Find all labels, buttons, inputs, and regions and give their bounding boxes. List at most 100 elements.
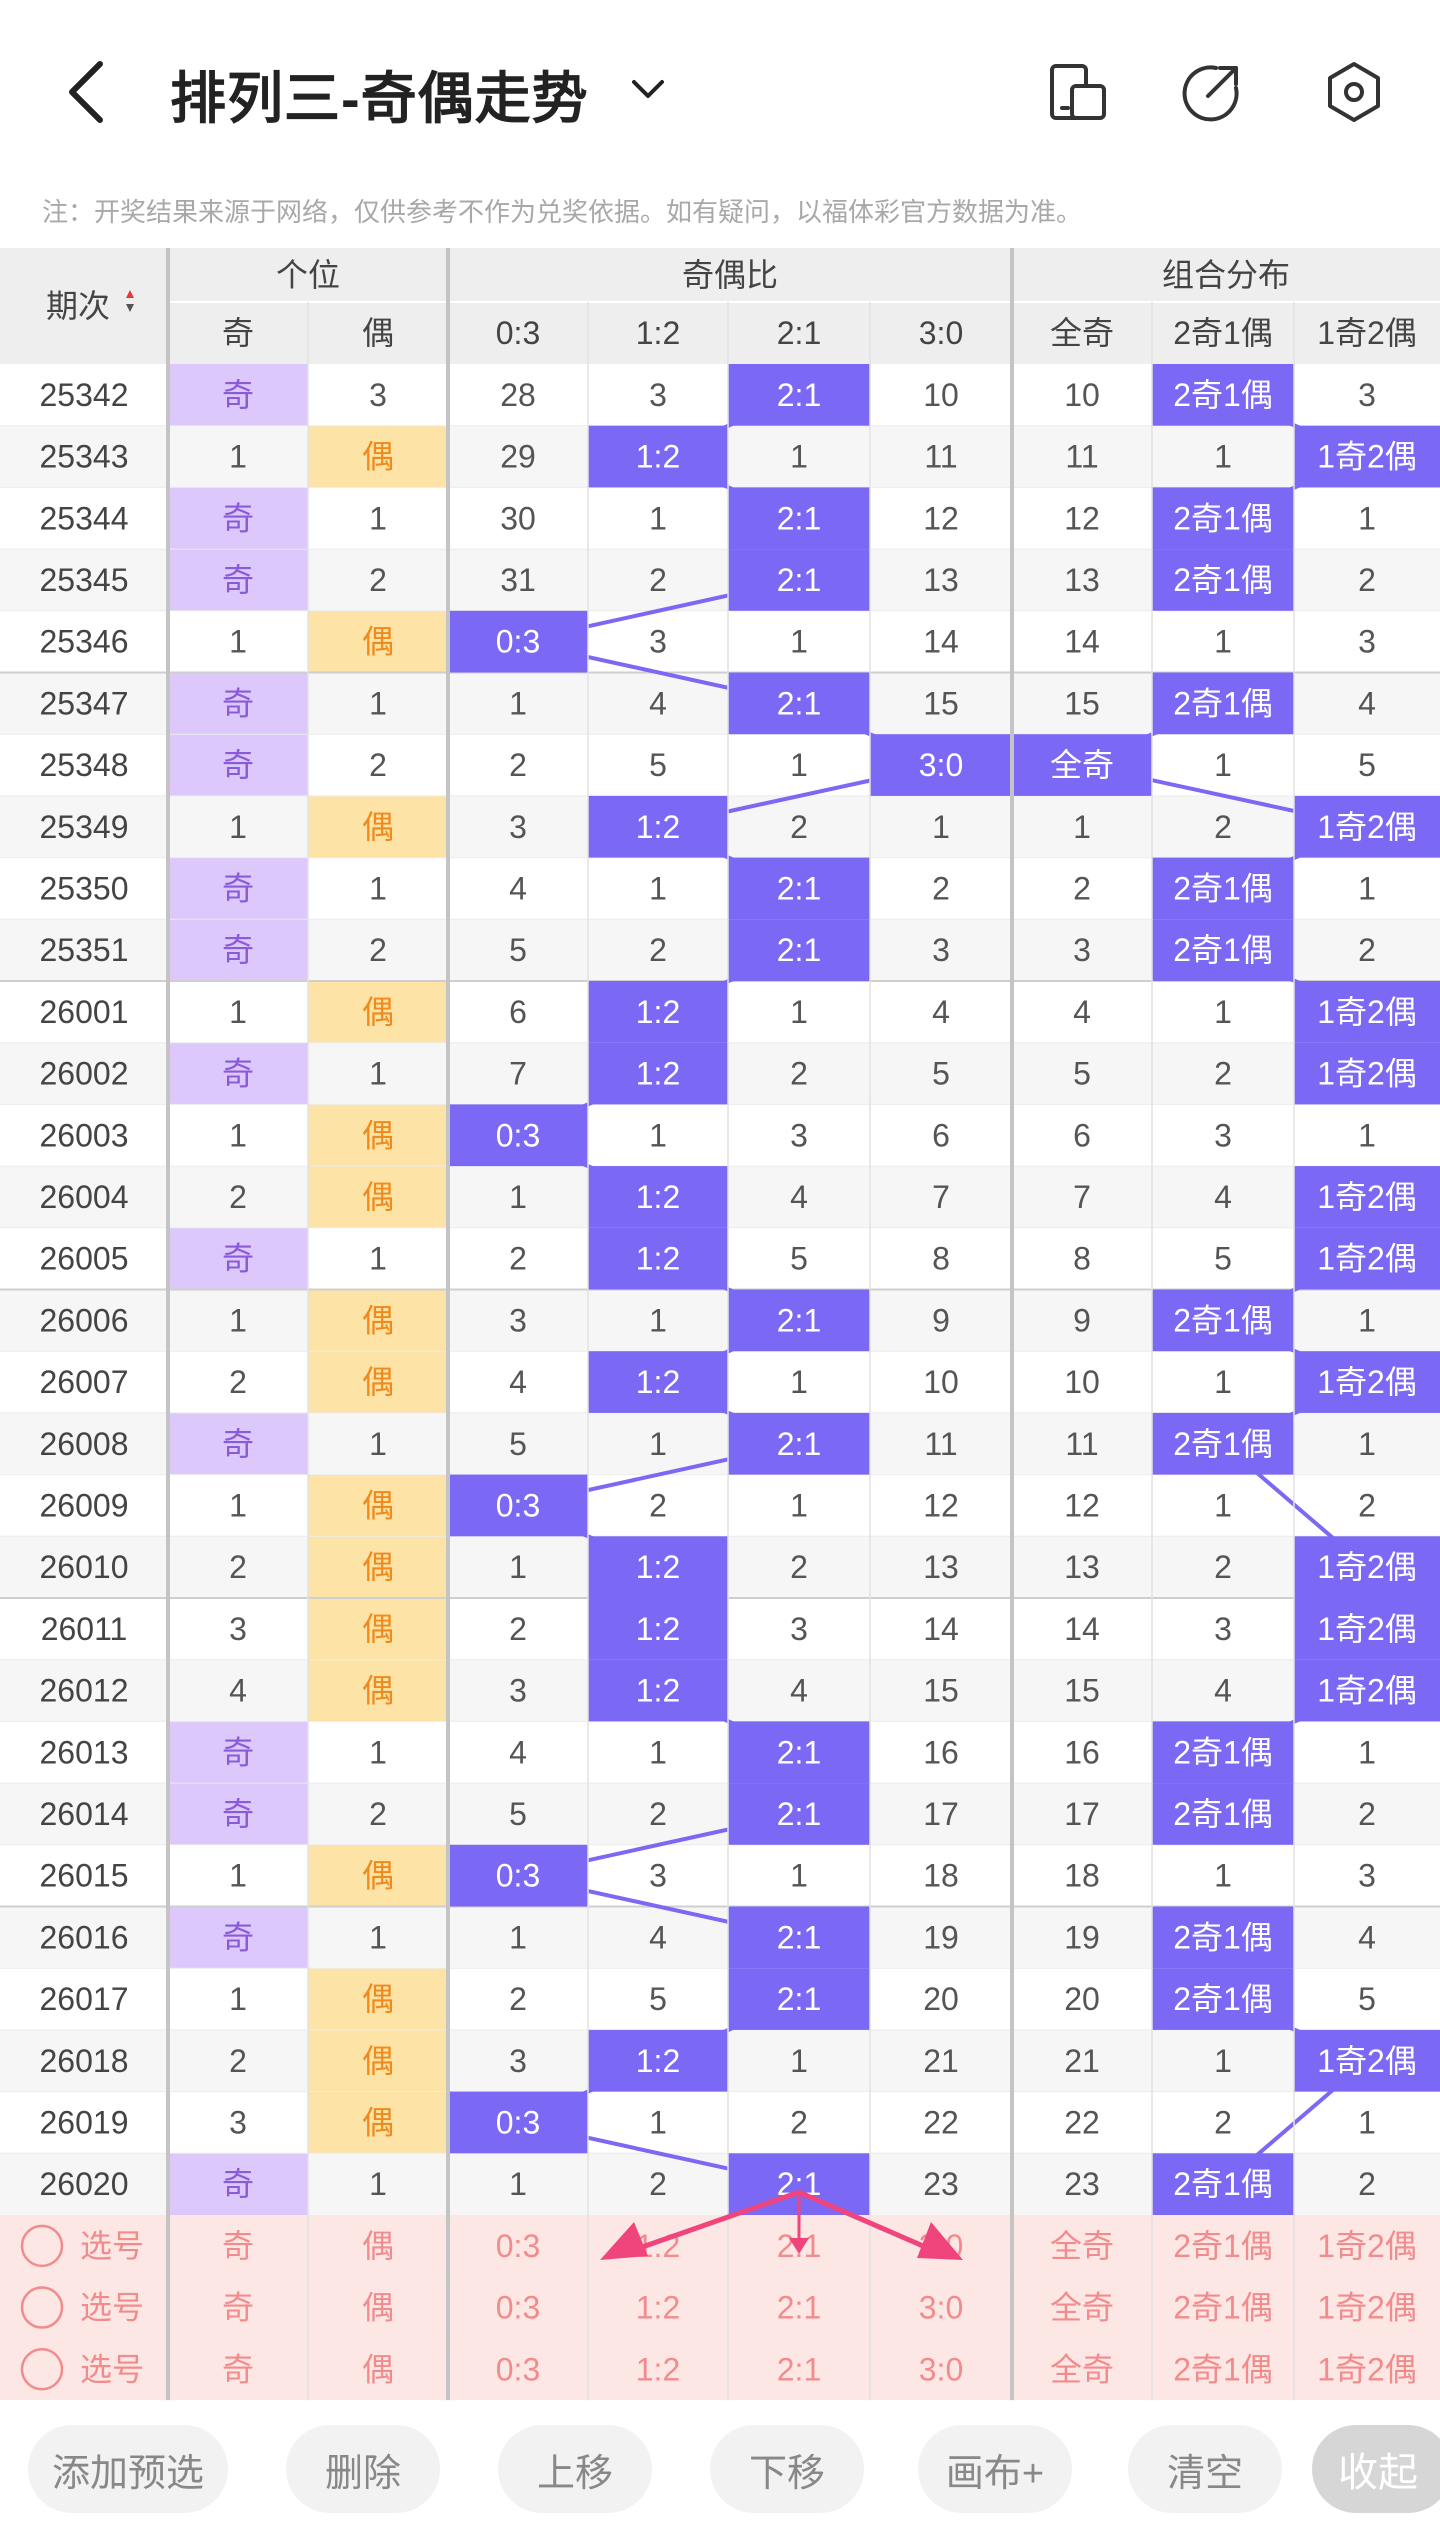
hit-cell <box>1152 2153 1294 2215</box>
move-down-button[interactable]: 下移 <box>710 2425 864 2513</box>
value-cell: 1 <box>790 1858 808 1894</box>
hit-value: 2奇1偶 <box>1173 562 1273 598</box>
add-preselect-button[interactable]: 添加预选 <box>28 2425 228 2513</box>
value-cell: 2 <box>1358 932 1376 968</box>
parity-cell <box>168 857 308 920</box>
value-cell: 10 <box>1064 377 1100 413</box>
value-cell: 偶 <box>362 1487 394 1523</box>
value-cell: 10 <box>923 1364 959 1400</box>
canvas-plus-button[interactable]: 画布+ <box>918 2425 1072 2513</box>
hit-value: 1:2 <box>636 809 680 845</box>
select-option[interactable]: 1奇2偶 <box>1317 2351 1417 2387</box>
period-cell: 25347 <box>40 685 129 721</box>
value-cell: 1 <box>790 1364 808 1400</box>
share-icon[interactable] <box>1180 60 1244 124</box>
select-option[interactable]: 0:3 <box>496 2351 540 2387</box>
chevron-down-icon[interactable] <box>628 70 668 110</box>
select-option[interactable]: 偶 <box>362 2228 394 2264</box>
hit-value: 2奇1偶 <box>1173 1734 1273 1770</box>
select-option[interactable]: 1:2 <box>636 2290 680 2326</box>
settings-hex-icon[interactable] <box>1322 60 1386 124</box>
select-radio[interactable] <box>20 2286 64 2329</box>
select-option[interactable]: 3:0 <box>919 2351 963 2387</box>
back-arrow-icon[interactable] <box>56 56 116 128</box>
hit-cell <box>448 610 588 673</box>
select-option[interactable]: 全奇 <box>1050 2290 1114 2326</box>
hit-cell <box>1152 1289 1294 1352</box>
hit-cell <box>728 672 870 735</box>
value-cell: 4 <box>229 1673 247 1709</box>
select-option[interactable]: 偶 <box>362 2351 394 2387</box>
disclaimer-note: 注：开奖结果来源于网络，仅供参考不作为兑奖依据。如有疑问，以福体彩官方数据为准。 <box>42 197 1083 227</box>
hit-cell <box>728 919 870 981</box>
period-cell: 26007 <box>40 1364 129 1400</box>
hit-value: 1:2 <box>636 994 680 1030</box>
parity-cell <box>168 1412 308 1475</box>
phone-tablet-icon[interactable] <box>1046 60 1110 124</box>
value-cell: 偶 <box>362 1364 394 1400</box>
select-option[interactable]: 0:3 <box>496 2290 540 2326</box>
value-cell: 2 <box>369 1796 387 1832</box>
value-cell: 2 <box>1214 1549 1232 1585</box>
select-option[interactable]: 2奇1偶 <box>1173 2228 1273 2264</box>
hit-value: 0:3 <box>496 1117 540 1153</box>
value-cell: 偶 <box>362 1117 394 1153</box>
select-option[interactable]: 2:1 <box>777 2290 821 2326</box>
select-option[interactable]: 奇 <box>222 2290 254 2326</box>
select-option[interactable]: 2:1 <box>777 2351 821 2387</box>
collapse-button[interactable]: 收起 <box>1312 2425 1440 2513</box>
value-cell: 16 <box>1064 1734 1100 1770</box>
select-option[interactable]: 1:2 <box>636 2351 680 2387</box>
sort-up-icon[interactable] <box>126 290 134 298</box>
value-cell: 23 <box>1064 2166 1100 2202</box>
value-cell: 奇 <box>222 685 254 721</box>
delete-button[interactable]: 删除 <box>286 2425 440 2513</box>
period-cell: 25342 <box>40 377 129 413</box>
value-cell: 2 <box>229 2043 247 2079</box>
hit-cell <box>448 1474 588 1537</box>
value-cell: 1 <box>1358 1302 1376 1338</box>
hit-value: 2奇1偶 <box>1173 1981 1273 2017</box>
select-option[interactable]: 偶 <box>362 2290 394 2326</box>
value-cell: 3 <box>1358 1858 1376 1894</box>
value-cell: 1 <box>229 809 247 845</box>
select-radio[interactable] <box>20 2224 64 2268</box>
value-cell: 4 <box>790 1179 808 1215</box>
sort-down-icon[interactable] <box>126 304 134 312</box>
select-option[interactable]: 1奇2偶 <box>1317 2290 1417 2326</box>
value-cell: 2 <box>229 1179 247 1215</box>
group-header: 组合分布 <box>1162 257 1290 293</box>
hit-value: 1:2 <box>636 1673 680 1709</box>
hit-cell <box>588 1351 728 1413</box>
select-option[interactable]: 1奇2偶 <box>1317 2228 1417 2264</box>
parity-cell <box>308 1659 448 1722</box>
select-option[interactable]: 全奇 <box>1050 2351 1114 2387</box>
select-radio[interactable] <box>20 2348 64 2391</box>
value-cell: 11 <box>1065 1426 1098 1462</box>
value-cell: 1 <box>649 2104 667 2140</box>
select-option[interactable]: 0:3 <box>496 2228 540 2264</box>
value-cell: 1 <box>369 1056 387 1092</box>
select-option[interactable]: 2奇1偶 <box>1173 2290 1273 2326</box>
select-option[interactable]: 全奇 <box>1050 2228 1114 2264</box>
hit-value: 2:1 <box>777 1426 821 1462</box>
select-option[interactable]: 2奇1偶 <box>1173 2351 1273 2387</box>
value-cell: 5 <box>1073 1056 1091 1092</box>
group-header: 奇偶比 <box>682 257 778 293</box>
value-cell: 1 <box>229 1117 247 1153</box>
select-option[interactable]: 奇 <box>222 2228 254 2264</box>
select-row <box>0 2215 1440 2277</box>
clear-button[interactable]: 清空 <box>1128 2425 1282 2513</box>
select-option[interactable]: 奇 <box>222 2351 254 2387</box>
page-title[interactable]: 排列三-奇偶走势 <box>170 67 589 130</box>
parity-cell <box>308 1351 448 1413</box>
period-cell: 26019 <box>40 2104 129 2140</box>
hit-cell <box>1294 1351 1440 1413</box>
value-cell: 10 <box>1064 1364 1100 1400</box>
select-option[interactable]: 3:0 <box>919 2290 963 2326</box>
hit-cell <box>1152 1721 1294 1784</box>
hit-value: 0:3 <box>496 2104 540 2140</box>
parity-cell <box>308 1598 448 1660</box>
hit-cell <box>1294 795 1440 858</box>
move-up-button[interactable]: 上移 <box>498 2425 652 2513</box>
